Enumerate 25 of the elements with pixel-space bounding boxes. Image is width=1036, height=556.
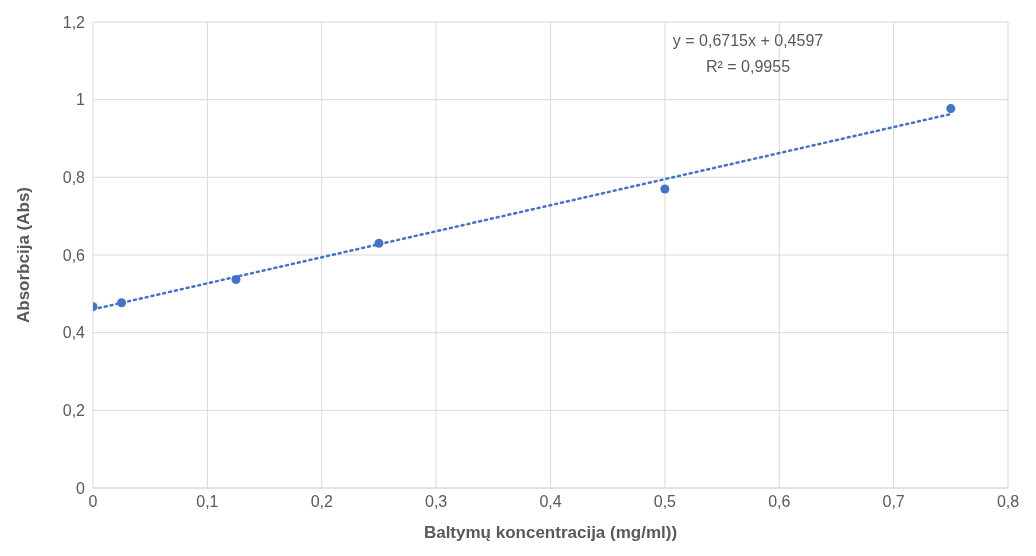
x-tick-label: 0,7: [882, 493, 905, 511]
x-tick-label: 0,1: [196, 493, 219, 511]
x-tick-label: 0,8: [996, 493, 1020, 511]
x-tick-label: 0,5: [653, 493, 677, 511]
y-tick-label: 0,4: [62, 324, 86, 342]
x-tick-label: 0,3: [425, 493, 448, 511]
y-tick-label: 1,2: [62, 13, 86, 31]
x-tick-label: 0: [88, 493, 98, 511]
point: [946, 104, 956, 114]
x-tick-label: 0,2: [310, 493, 333, 511]
annotation: R² = 0,9955: [704, 57, 792, 77]
y-tick-label: 1: [76, 91, 86, 109]
point: [660, 184, 670, 194]
point: [117, 298, 127, 308]
x-tick-label: 0,6: [768, 493, 791, 511]
y-tick-label: 0,2: [62, 402, 86, 420]
y-axis-title: Absorbcija (Abs): [14, 186, 34, 324]
point: [231, 274, 241, 284]
x-tick-label: 0,4: [539, 493, 562, 511]
y-tick-label: 0,8: [62, 169, 86, 187]
y-tick-label: 0: [76, 479, 86, 497]
x-axis-title: Baltymų koncentracija (mg/ml)): [423, 523, 678, 542]
annotation: y = 0,6715x + 0,4597: [671, 31, 825, 51]
y-tick-label: 0,6: [62, 246, 86, 264]
point: [374, 238, 384, 248]
